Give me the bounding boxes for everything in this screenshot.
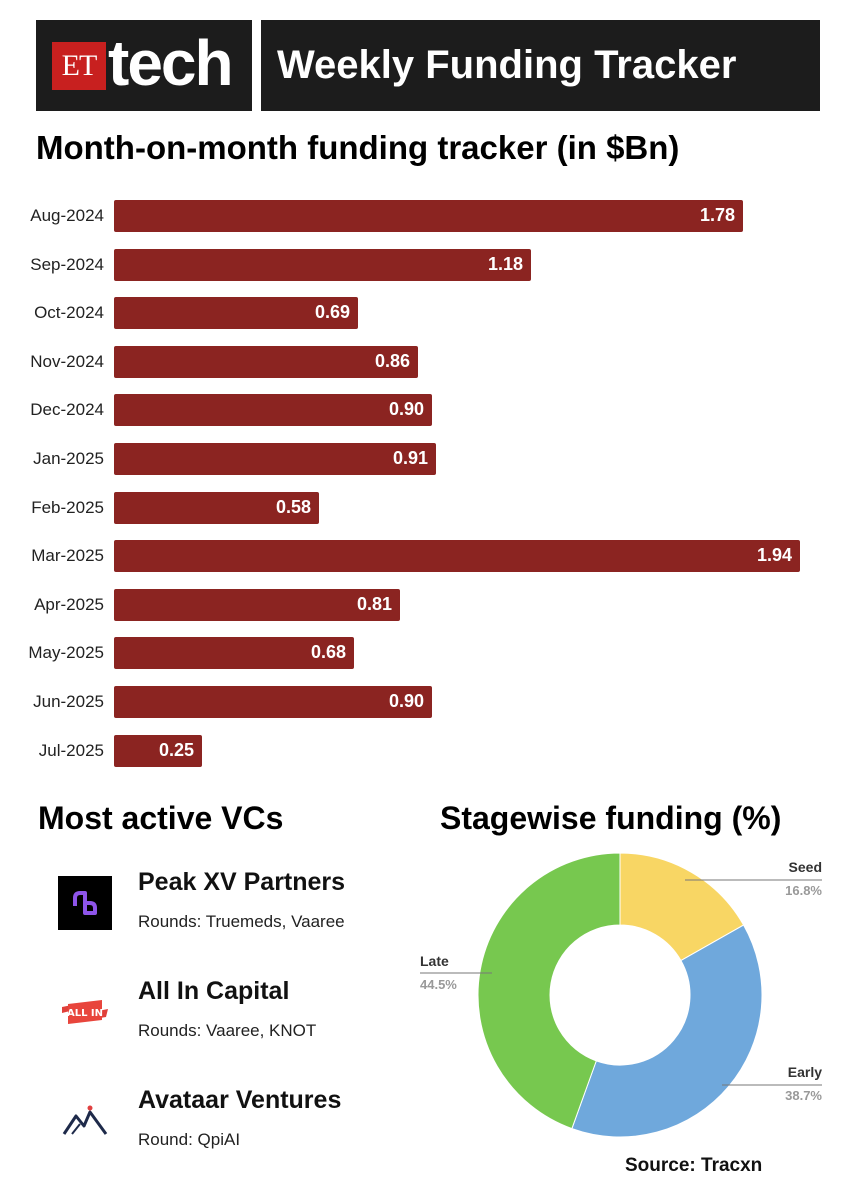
et-tech-logo: ET tech xyxy=(36,20,252,111)
vc-rounds: Round: QpiAI xyxy=(138,1130,241,1149)
peak-xv-logo-icon xyxy=(58,876,112,930)
avataar-logo-icon xyxy=(62,1105,108,1135)
bar-value-label: 0.90 xyxy=(388,691,424,711)
bar-value-label: 1.78 xyxy=(699,205,735,225)
bar xyxy=(114,540,800,573)
bar-category-label: Aug-2024 xyxy=(30,206,104,225)
bar xyxy=(114,491,319,524)
bar xyxy=(114,734,202,767)
bar-value-label: 0.68 xyxy=(310,642,346,663)
bar-value-label: 0.69 xyxy=(314,302,350,323)
bar-category-label: Mar-2025 xyxy=(31,546,104,566)
donut-slice-value: 38.7% xyxy=(785,1088,822,1103)
page-title: Weekly Funding Tracker xyxy=(261,20,820,111)
bar xyxy=(114,394,432,427)
bar xyxy=(114,248,531,281)
bar-value-label: 0.58 xyxy=(275,496,311,517)
bar-chart-title: Month-on-month funding tracker (in $Bn) xyxy=(36,129,680,166)
bar xyxy=(114,297,358,330)
bar xyxy=(114,588,400,621)
source-note: Source: Tracxn xyxy=(625,1155,763,1176)
bar-category-label: Nov-2024 xyxy=(30,351,104,371)
vc-name: All In Capital xyxy=(138,977,290,1005)
bar-category-label: Jun-2025 xyxy=(33,692,104,711)
bar-value-label: 1.18 xyxy=(487,253,523,274)
bar-category-label: Sep-2024 xyxy=(30,254,104,274)
vc-rounds: Rounds: Vaaree, KNOT xyxy=(138,1021,317,1040)
vcs-title: Most active VCs xyxy=(38,800,284,836)
bar-category-label: Dec-2024 xyxy=(30,400,104,420)
donut-slice-seed xyxy=(619,852,745,962)
donut-chart-title: Stagewise funding (%) xyxy=(440,800,782,836)
bar-category-label: Apr-2025 xyxy=(34,594,104,614)
vc-name: Avataar Ventures xyxy=(138,1086,342,1114)
bar xyxy=(114,345,418,378)
bar-value-label: 0.25 xyxy=(158,739,194,760)
donut-slice-label: Early xyxy=(788,1064,822,1080)
donut-slice-value: 16.8% xyxy=(785,883,822,898)
vc-item: Avataar Ventures Round: QpiAI xyxy=(58,1086,418,1166)
bar-value-label: 1.94 xyxy=(756,545,792,566)
bar-category-label: Jan-2025 xyxy=(33,449,104,468)
bar-category-label: Jul-2025 xyxy=(38,740,104,760)
bar-chart: Aug-2024 1.78 Sep-2024 1.18 Oct-2024 0.69 Nov-… xyxy=(0,190,850,780)
header: ET tech Weekly Funding Tracker xyxy=(36,20,820,111)
bar-value-label: 0.81 xyxy=(356,593,392,614)
bar xyxy=(114,637,354,670)
bar-value-label: 0.86 xyxy=(374,350,410,371)
vc-name: Peak XV Partners xyxy=(138,868,346,896)
bar xyxy=(114,200,743,232)
donut-slice-label: Seed xyxy=(789,859,822,875)
vc-item: ALL IN All In Capital Rounds: Vaaree, KN… xyxy=(58,977,418,1057)
bar-category-label: May-2025 xyxy=(28,643,104,663)
all-in-logo-text: ALL IN xyxy=(67,1008,103,1019)
logo-tech-word: tech xyxy=(108,27,234,99)
bar-category-label: Feb-2025 xyxy=(31,497,104,517)
bar-value-label: 0.90 xyxy=(388,399,424,420)
vc-item: Peak XV Partners Rounds: Truemeds, Vaare… xyxy=(58,868,418,948)
donut-slice-value: 44.5% xyxy=(420,977,457,992)
donut-slice-label: Late xyxy=(420,953,449,969)
donut-slice-early xyxy=(571,924,763,1138)
logo-et-badge: ET xyxy=(52,42,106,90)
bar xyxy=(114,443,436,475)
all-in-logo-icon: ALL IN xyxy=(62,1000,108,1024)
bar xyxy=(114,686,432,718)
vc-rounds: Rounds: Truemeds, Vaaree xyxy=(138,912,345,931)
donut-chart: Seed 16.8% Early 38.7% Late 44.5% xyxy=(420,852,822,1138)
donut-slice-late xyxy=(477,852,621,1130)
bar-category-label: Oct-2024 xyxy=(34,303,104,323)
bar-value-label: 0.91 xyxy=(392,448,428,468)
